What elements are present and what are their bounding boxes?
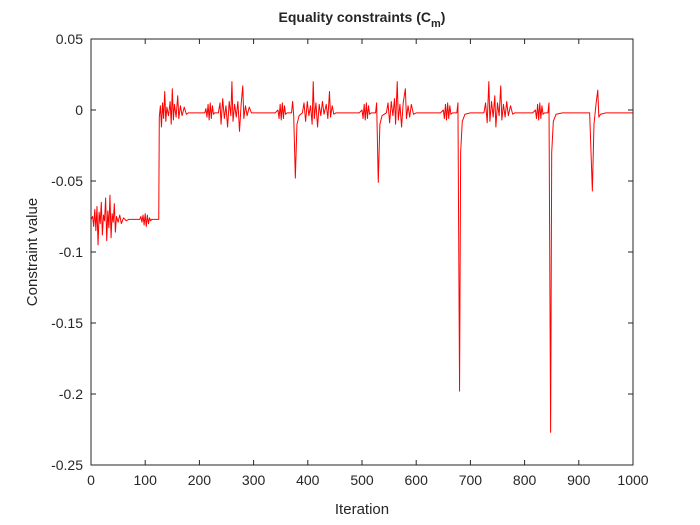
- x-axis-label: Iteration: [335, 501, 389, 518]
- y-tick-label: -0.15: [51, 315, 83, 331]
- y-tick-label: -0.05: [51, 173, 83, 189]
- y-tick-label: -0.25: [51, 457, 83, 473]
- data-line: [90, 81, 633, 433]
- y-tick-label: 0: [75, 102, 83, 118]
- y-tick-label: 0.05: [56, 31, 83, 47]
- title-suffix: ): [441, 9, 446, 25]
- x-tick-label: 700: [459, 472, 483, 488]
- x-tick-label: 100: [134, 472, 158, 488]
- x-tick-label: 500: [350, 472, 374, 488]
- x-tick-label: 200: [188, 472, 212, 488]
- title-subscript: m: [431, 18, 441, 30]
- plot-area: [90, 81, 633, 433]
- x-tick-label: 0: [87, 472, 95, 488]
- title-text: Equality constraints (C: [279, 9, 431, 25]
- y-tick-label: -0.2: [59, 386, 83, 402]
- chart-title: Equality constraints (Cm): [279, 9, 446, 30]
- x-tick-label: 800: [513, 472, 537, 488]
- x-tick-label: 900: [567, 472, 591, 488]
- x-tick-label: 300: [242, 472, 266, 488]
- x-tick-label: 1000: [617, 472, 648, 488]
- y-tick-label: -0.1: [59, 244, 83, 260]
- x-tick-label: 600: [405, 472, 429, 488]
- y-axis-label: Constraint value: [24, 198, 41, 306]
- x-tick-label: 400: [296, 472, 320, 488]
